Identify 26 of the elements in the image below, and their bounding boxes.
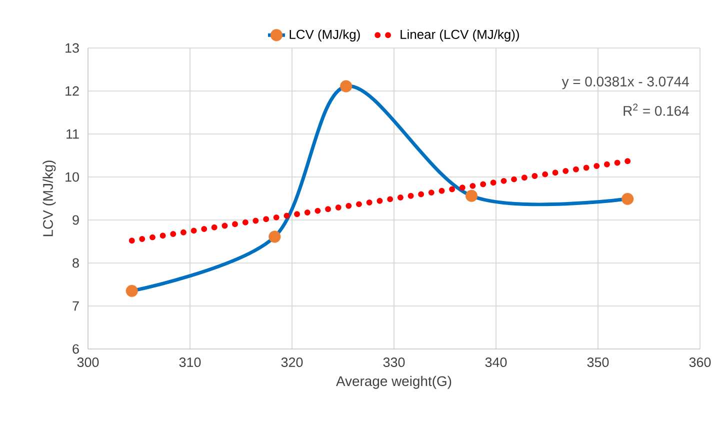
point [622,192,634,205]
x-tick-label: 350 [587,358,609,368]
x-tick-label: 310 [179,358,201,368]
x-tick-label: 360 [689,358,711,368]
x-tick-label: 330 [383,358,405,368]
annotation: y = 0.0381x - 3.0744 [562,76,689,90]
y-tick-label: 9 [72,215,79,225]
y-tick-label: 10 [66,172,79,182]
annotation: R$^{2}$ = 0.164 [624,104,689,116]
legend-label: Linear (LCV (MJ/kg)) [400,29,519,42]
y-axis-title: LCV (MJ/kg) [42,160,56,236]
legend-label: LCV (MJ/kg) [290,29,360,42]
y-tick-label: 11 [66,129,79,139]
point [340,80,352,92]
y-tick-label: 13 [66,43,79,53]
x-axis-title: Average weight(G) [336,376,452,389]
y-tick-label: 12 [66,86,79,96]
x-tick-label: 340 [485,358,507,368]
y-tick-label: 7 [72,301,79,311]
y-tick-label: 8 [72,258,79,268]
point [465,190,478,202]
x-tick-label: 300 [77,358,99,368]
point [268,230,281,243]
y-tick-label: 6 [72,344,79,354]
point [126,284,138,297]
x-tick-label: 320 [281,358,303,368]
